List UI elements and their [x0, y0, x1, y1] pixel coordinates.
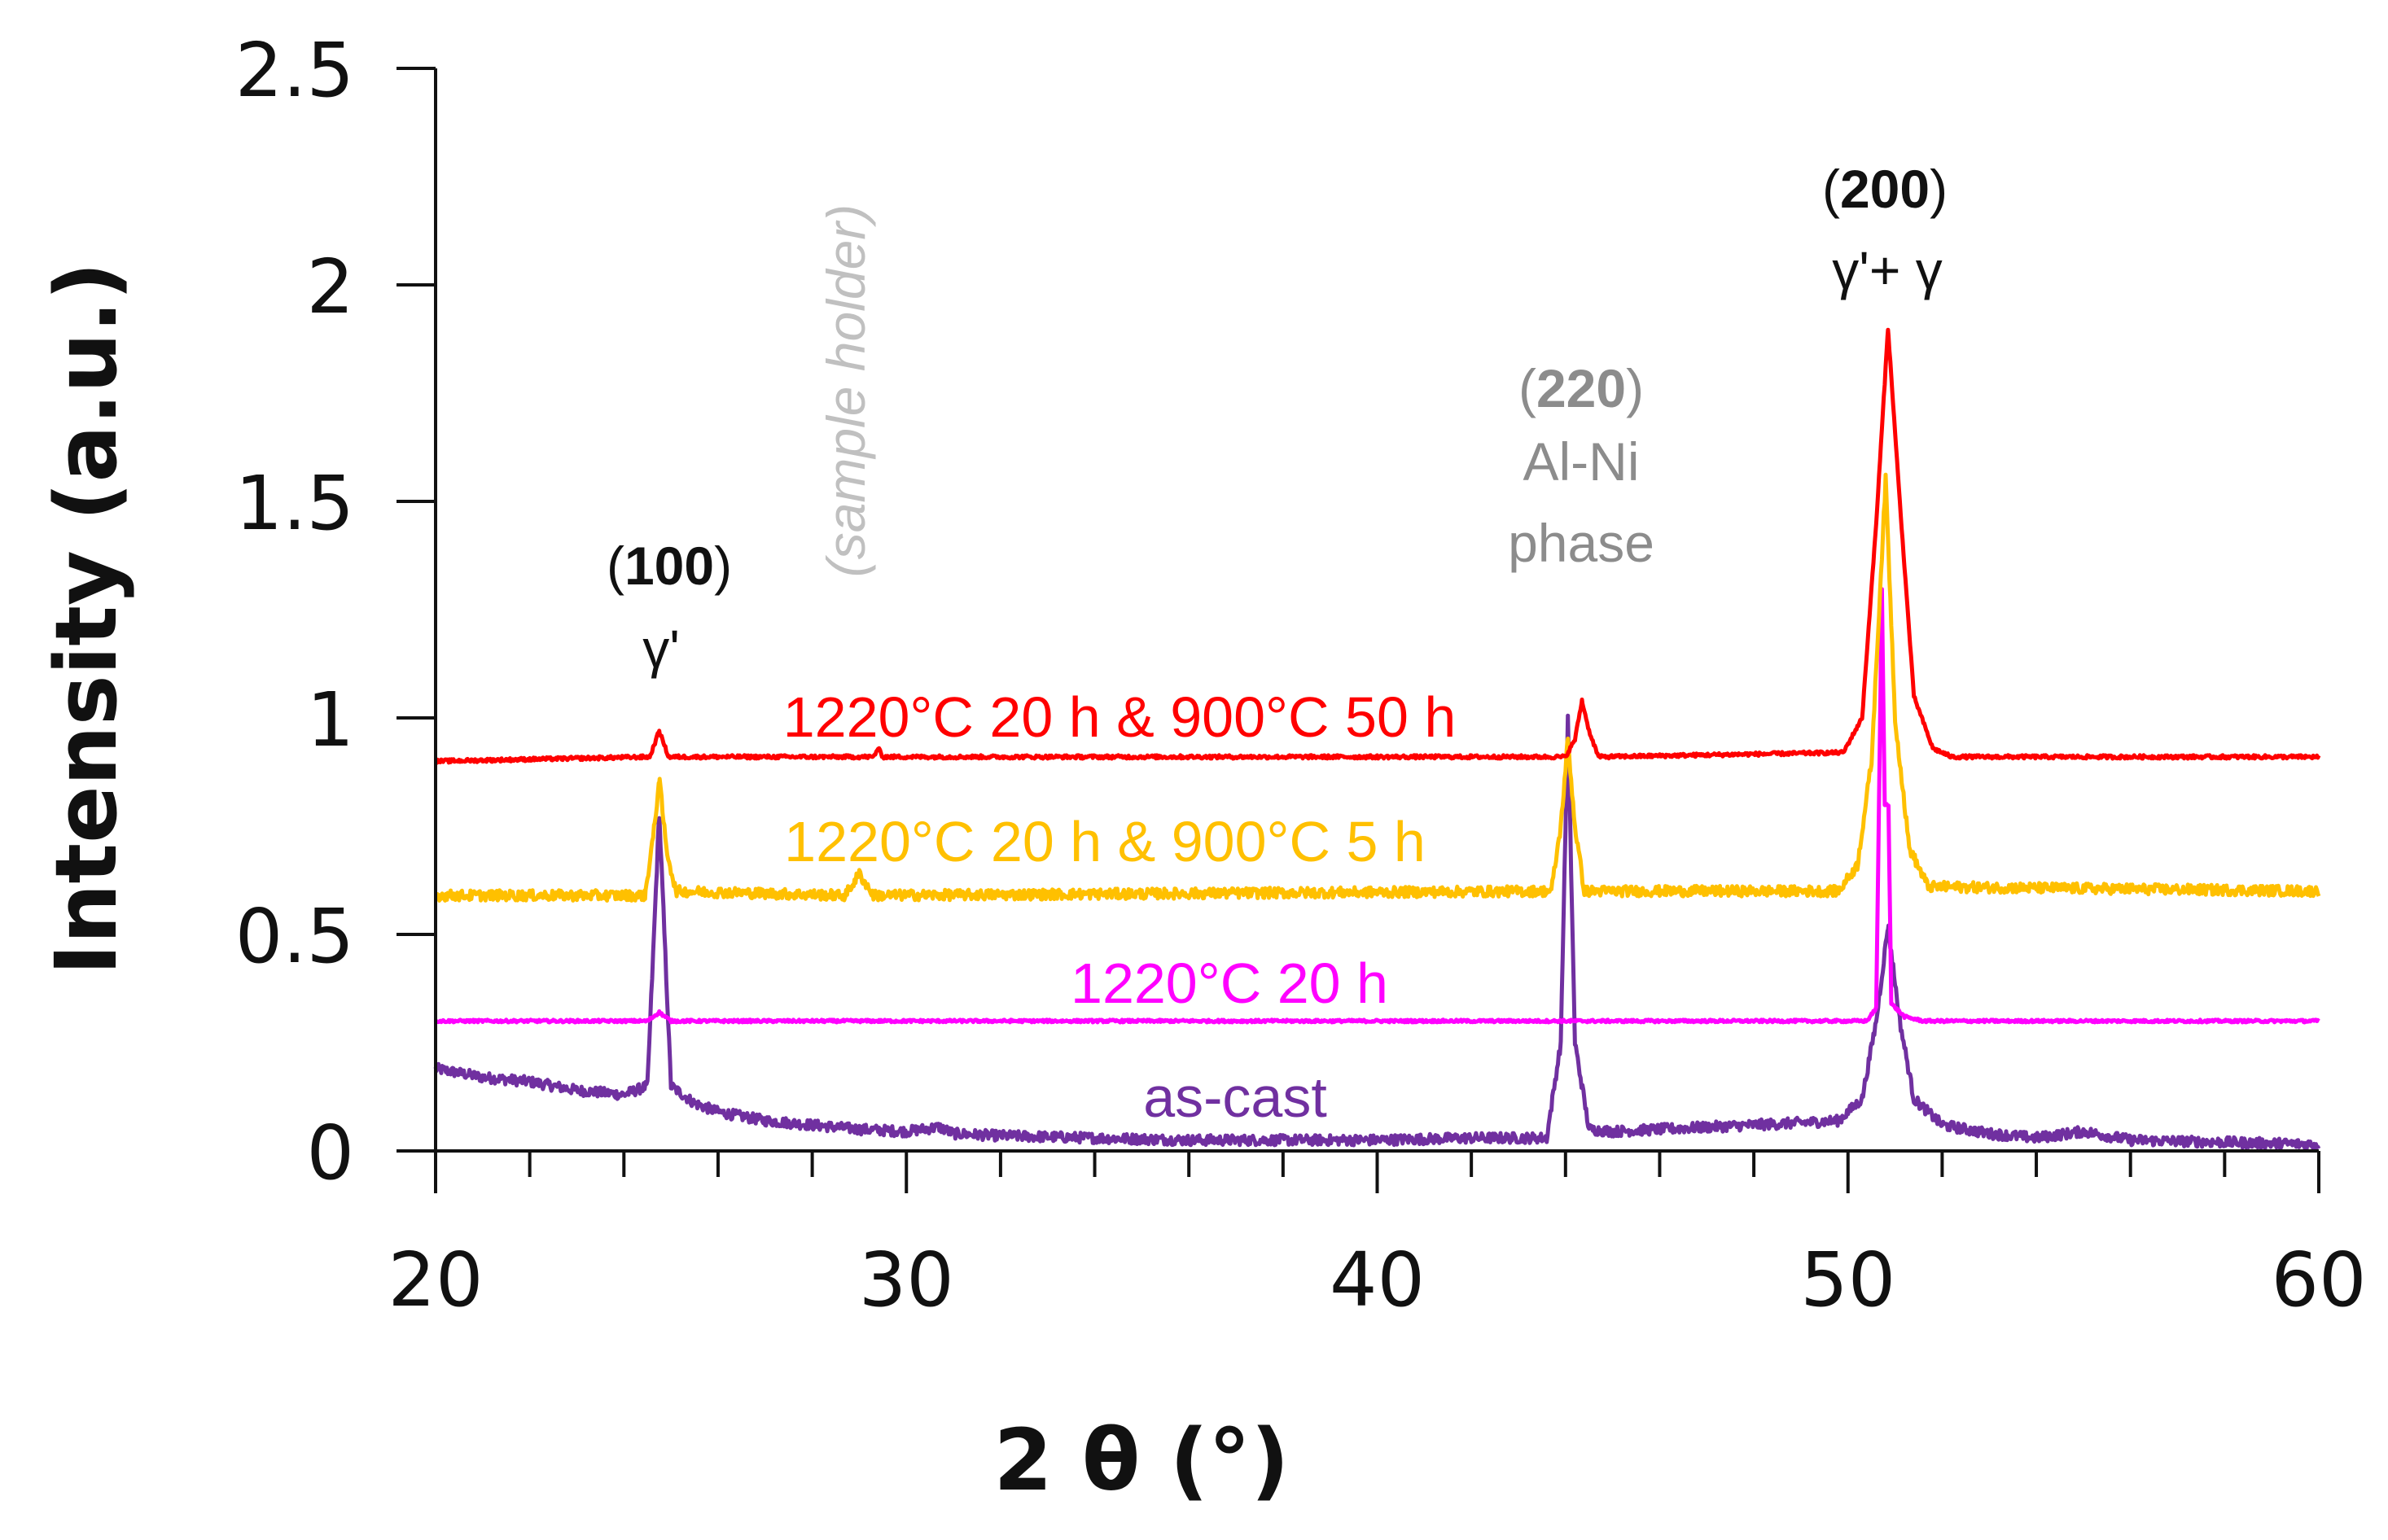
x-ticks: 20 30 40 50 60: [388, 1151, 2367, 1323]
y-ticks: 0 0.5 1 1.5 2 2.5: [235, 27, 436, 1197]
annotation-200-phase: γ'+ γ: [1832, 240, 1942, 300]
annotation-200-hkl: (200): [1822, 159, 1948, 219]
y-tick-label: 1.5: [235, 460, 354, 547]
annotation-220-phase-line1: Al-Ni: [1523, 431, 1640, 492]
annotation-220-phase-line2: phase: [1508, 513, 1654, 573]
annotation-220-hkl: (220): [1518, 358, 1644, 418]
series-line-1220-c-20-h-900-c-50-h: [434, 327, 2321, 765]
x-tick-label: 20: [388, 1236, 483, 1323]
y-tick-label: 2: [306, 243, 354, 330]
series-label-1220c-20h: 1220°C 20 h: [1071, 952, 1388, 1015]
y-tick-label: 2.5: [235, 27, 354, 114]
series-label-as-cast: as-cast: [1143, 1065, 1327, 1129]
annotation-200: (200) γ'+ γ: [1822, 159, 1948, 300]
y-tick-label: 0: [306, 1109, 354, 1197]
series-label-900c-5h: 1220°C 20 h & 900°C 5 h: [784, 810, 1426, 873]
x-tick-label: 40: [1330, 1236, 1425, 1323]
series-layer: [433, 327, 2321, 1152]
series-line-1220-c-20-h-900-c-5-h: [434, 472, 2321, 903]
annotation-100-hkl: (100): [607, 536, 732, 596]
annotation-100: (100) γ': [607, 536, 732, 679]
annotation-220: (220) Al-Ni phase: [1508, 358, 1654, 573]
x-tick-label: 60: [2271, 1236, 2366, 1323]
y-axis-title: Intensity (a.u.): [37, 262, 136, 976]
x-axis-title: 2 θ (°): [993, 1411, 1289, 1510]
y-tick-label: 1: [306, 676, 354, 763]
annotation-100-phase: γ': [642, 619, 680, 679]
y-tick-label: 0.5: [235, 893, 354, 980]
series-line-as-cast: [433, 713, 2321, 1152]
axes: 20 30 40 50 60 0 0.5 1 1.5 2 2.5: [235, 27, 2367, 1323]
x-tick-label: 50: [1800, 1236, 1895, 1323]
series-line-1220-c-20-h: [433, 587, 2320, 1025]
x-tick-label: 30: [859, 1236, 954, 1323]
series-label-900c-50h: 1220°C 20 h & 900°C 50 h: [783, 685, 1457, 749]
annotation-sample-holder: (sample holder): [816, 204, 876, 578]
